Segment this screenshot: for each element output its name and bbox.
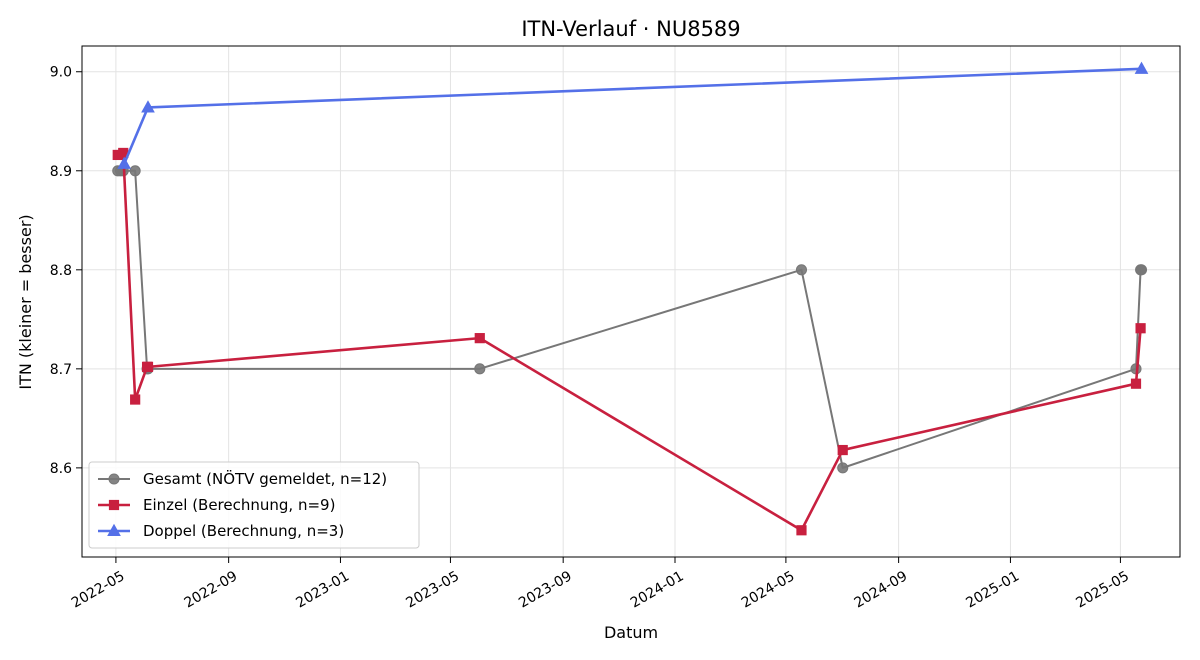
legend-marker: [107, 523, 121, 537]
series-1-point: [118, 147, 129, 159]
legend-marker: [108, 499, 120, 511]
series-2-line: [122, 67, 1142, 165]
legend-box: [88, 461, 420, 549]
series-0-point: [474, 363, 486, 375]
legend-label: Gesamt (NÖTV gemeldet, n=12): [143, 469, 387, 488]
y-tick-label: 8.7: [50, 362, 72, 378]
series-1-point: [1135, 323, 1146, 334]
x-tick-label: 2024-01: [628, 568, 687, 611]
series-0-line: [117, 169, 1142, 469]
x-tick-label: 2025-05: [1073, 568, 1132, 611]
series-1-point: [1130, 378, 1142, 389]
legend-entry: Doppel (Berechnung, n=3): [98, 522, 344, 540]
x-axis-label: Datum: [604, 623, 658, 642]
plot-frame: [81, 45, 1181, 558]
series-layer: [112, 61, 1149, 536]
series-1-point: [130, 394, 141, 405]
x-tick-label: 2023-09: [516, 568, 575, 611]
x-tick-label: 2022-09: [182, 568, 241, 611]
series-2-point: [117, 156, 132, 169]
series-1-line: [117, 151, 1142, 532]
series-0-point: [129, 165, 141, 177]
series-0-point: [795, 264, 808, 276]
series-0-point: [837, 462, 849, 474]
series-2-point: [141, 100, 155, 113]
legend-label: Doppel (Berechnung, n=3): [143, 522, 344, 540]
y-tick-label: 8.8: [50, 263, 72, 279]
x-tick-label: 2022-05: [69, 568, 128, 611]
legend-label: Einzel (Berechnung, n=9): [143, 496, 335, 514]
series-1-point: [474, 333, 485, 344]
y-tick-label: 8.6: [50, 461, 72, 477]
series-1-point: [796, 525, 807, 536]
y-tick-label: 9.0: [50, 65, 72, 81]
legend-entry: Gesamt (NÖTV gemeldet, n=12): [98, 469, 387, 488]
legend-marker: [108, 473, 120, 485]
series-0-point: [1135, 264, 1148, 276]
x-tick-label: 2025-01: [963, 568, 1022, 611]
y-axis-label: ITN (kleiner = besser): [16, 214, 35, 389]
legend-entry: Einzel (Berechnung, n=9): [98, 496, 335, 514]
series-2-point: [1134, 61, 1149, 74]
chart-title: ITN-Verlauf · NU8589: [521, 17, 740, 41]
series-1: [112, 147, 1146, 536]
series-1-point: [112, 149, 123, 161]
x-tick-label: 2023-01: [293, 568, 352, 611]
legend: Gesamt (NÖTV gemeldet, n=12) Einzel (Bere…: [88, 461, 420, 549]
y-tick-label: 8.9: [50, 164, 72, 180]
x-tick-label: 2024-09: [852, 568, 911, 611]
series-1-point: [837, 444, 848, 456]
series-2: [117, 61, 1149, 169]
x-tick-label: 2024-05: [739, 568, 798, 611]
series-1-point: [142, 361, 154, 372]
x-tick-label: 2023-05: [403, 568, 462, 611]
